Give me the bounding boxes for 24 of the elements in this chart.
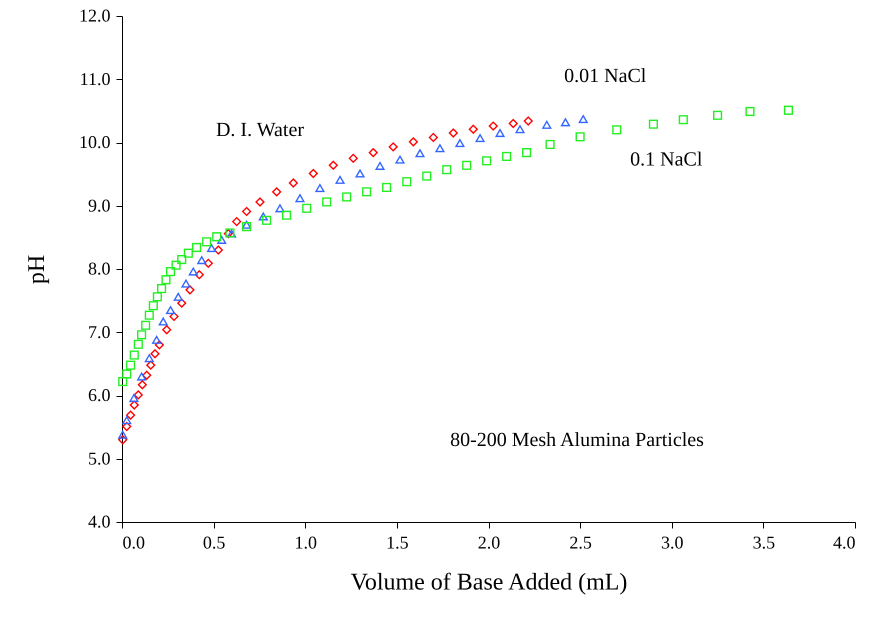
y-tick-label: 12.0: [79, 6, 110, 26]
y-tick-label: 8.0: [88, 258, 110, 278]
annotation: 80-200 Mesh Alumina Particles: [450, 429, 704, 451]
x-tick-label: 1.0: [294, 532, 317, 552]
x-tick-label: 1.5: [386, 532, 409, 552]
y-tick-label: 5.0: [88, 448, 110, 468]
series-label: D. I. Water: [216, 118, 304, 141]
y-tick-label: 4.0: [88, 512, 110, 532]
x-tick-label: 0.5: [202, 532, 226, 552]
y-tick-label: 7.0: [88, 322, 110, 342]
y-tick-label: 6.0: [88, 385, 110, 405]
x-tick-label: 3.5: [752, 532, 776, 552]
y-tick-label: 9.0: [88, 195, 110, 216]
x-tick-label: 4.0: [833, 532, 856, 552]
x-tick-label: 3.0: [661, 532, 684, 552]
x-axis-title: Volume of Base Added (mL): [350, 570, 628, 596]
series-label: 0.01 NaCl: [564, 65, 647, 88]
y-tick-label: 10.0: [79, 132, 110, 152]
series-label: 0.1 NaCl: [630, 148, 703, 171]
y-axis-title: pH: [24, 254, 50, 284]
x-tick-label: 2.0: [478, 532, 500, 552]
x-tick-label: 0.0: [122, 532, 145, 552]
y-tick-label: 11.0: [80, 68, 110, 89]
x-tick-label: 2.5: [569, 532, 592, 552]
